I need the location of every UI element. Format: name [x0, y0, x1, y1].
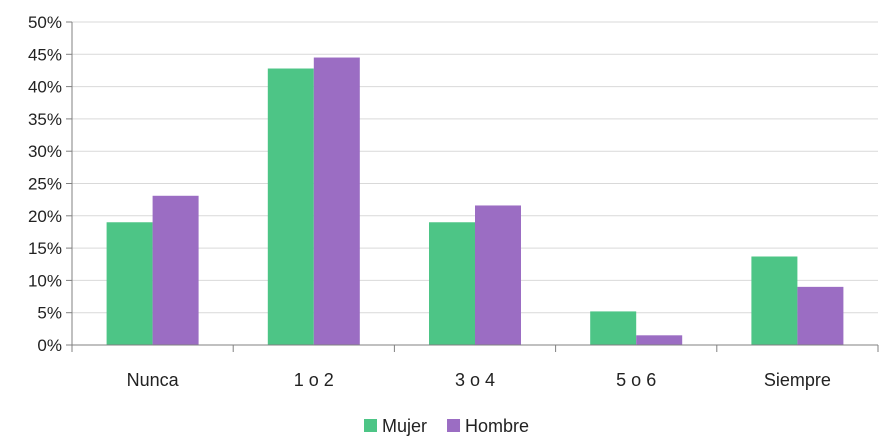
y-tick-label: 20%	[28, 207, 62, 226]
y-axis-ticks: 0% 5% 10% 15% 20% 25% 30% 35% 40% 45% 50%	[28, 13, 72, 355]
legend-label-mujer: Mujer	[382, 416, 427, 436]
x-tick-label: 1 o 2	[294, 370, 334, 390]
y-tick-label: 30%	[28, 142, 62, 161]
bar-hombre-4	[797, 286, 844, 345]
y-tick-label: 5%	[37, 304, 62, 323]
x-axis-ticks: Nunca 1 o 2 3 o 4 5 o 6 Siempre	[71, 345, 879, 390]
y-tick-label: 45%	[28, 45, 62, 64]
y-tick-label: 15%	[28, 239, 62, 258]
y-tick-label: 50%	[28, 13, 62, 32]
bar-mujer-4	[751, 256, 798, 345]
gridlines	[72, 21, 878, 314]
bar-hombre-1	[313, 57, 360, 345]
legend: Mujer Hombre	[364, 416, 529, 436]
bar-mujer-0	[106, 222, 153, 345]
axes	[71, 22, 878, 346]
y-tick-label: 0%	[37, 336, 62, 355]
x-tick-label: 5 o 6	[616, 370, 656, 390]
bars	[106, 57, 844, 346]
y-tick-label: 35%	[28, 110, 62, 129]
legend-swatch-hombre	[447, 419, 461, 432]
legend-label-hombre: Hombre	[465, 416, 529, 436]
bar-hombre-3	[636, 335, 683, 345]
bar-hombre-0	[152, 195, 199, 345]
bar-mujer-2	[429, 222, 475, 345]
x-tick-label: Nunca	[127, 370, 180, 390]
y-tick-label: 10%	[28, 271, 62, 290]
bar-mujer-3	[590, 311, 637, 345]
x-tick-label: 3 o 4	[455, 370, 495, 390]
bar-hombre-2	[475, 205, 521, 345]
y-tick-label: 40%	[28, 78, 62, 97]
x-tick-label: Siempre	[764, 370, 831, 390]
y-tick-label: 25%	[28, 175, 62, 194]
legend-swatch-mujer	[364, 419, 377, 432]
bar-mujer-1	[267, 68, 314, 346]
